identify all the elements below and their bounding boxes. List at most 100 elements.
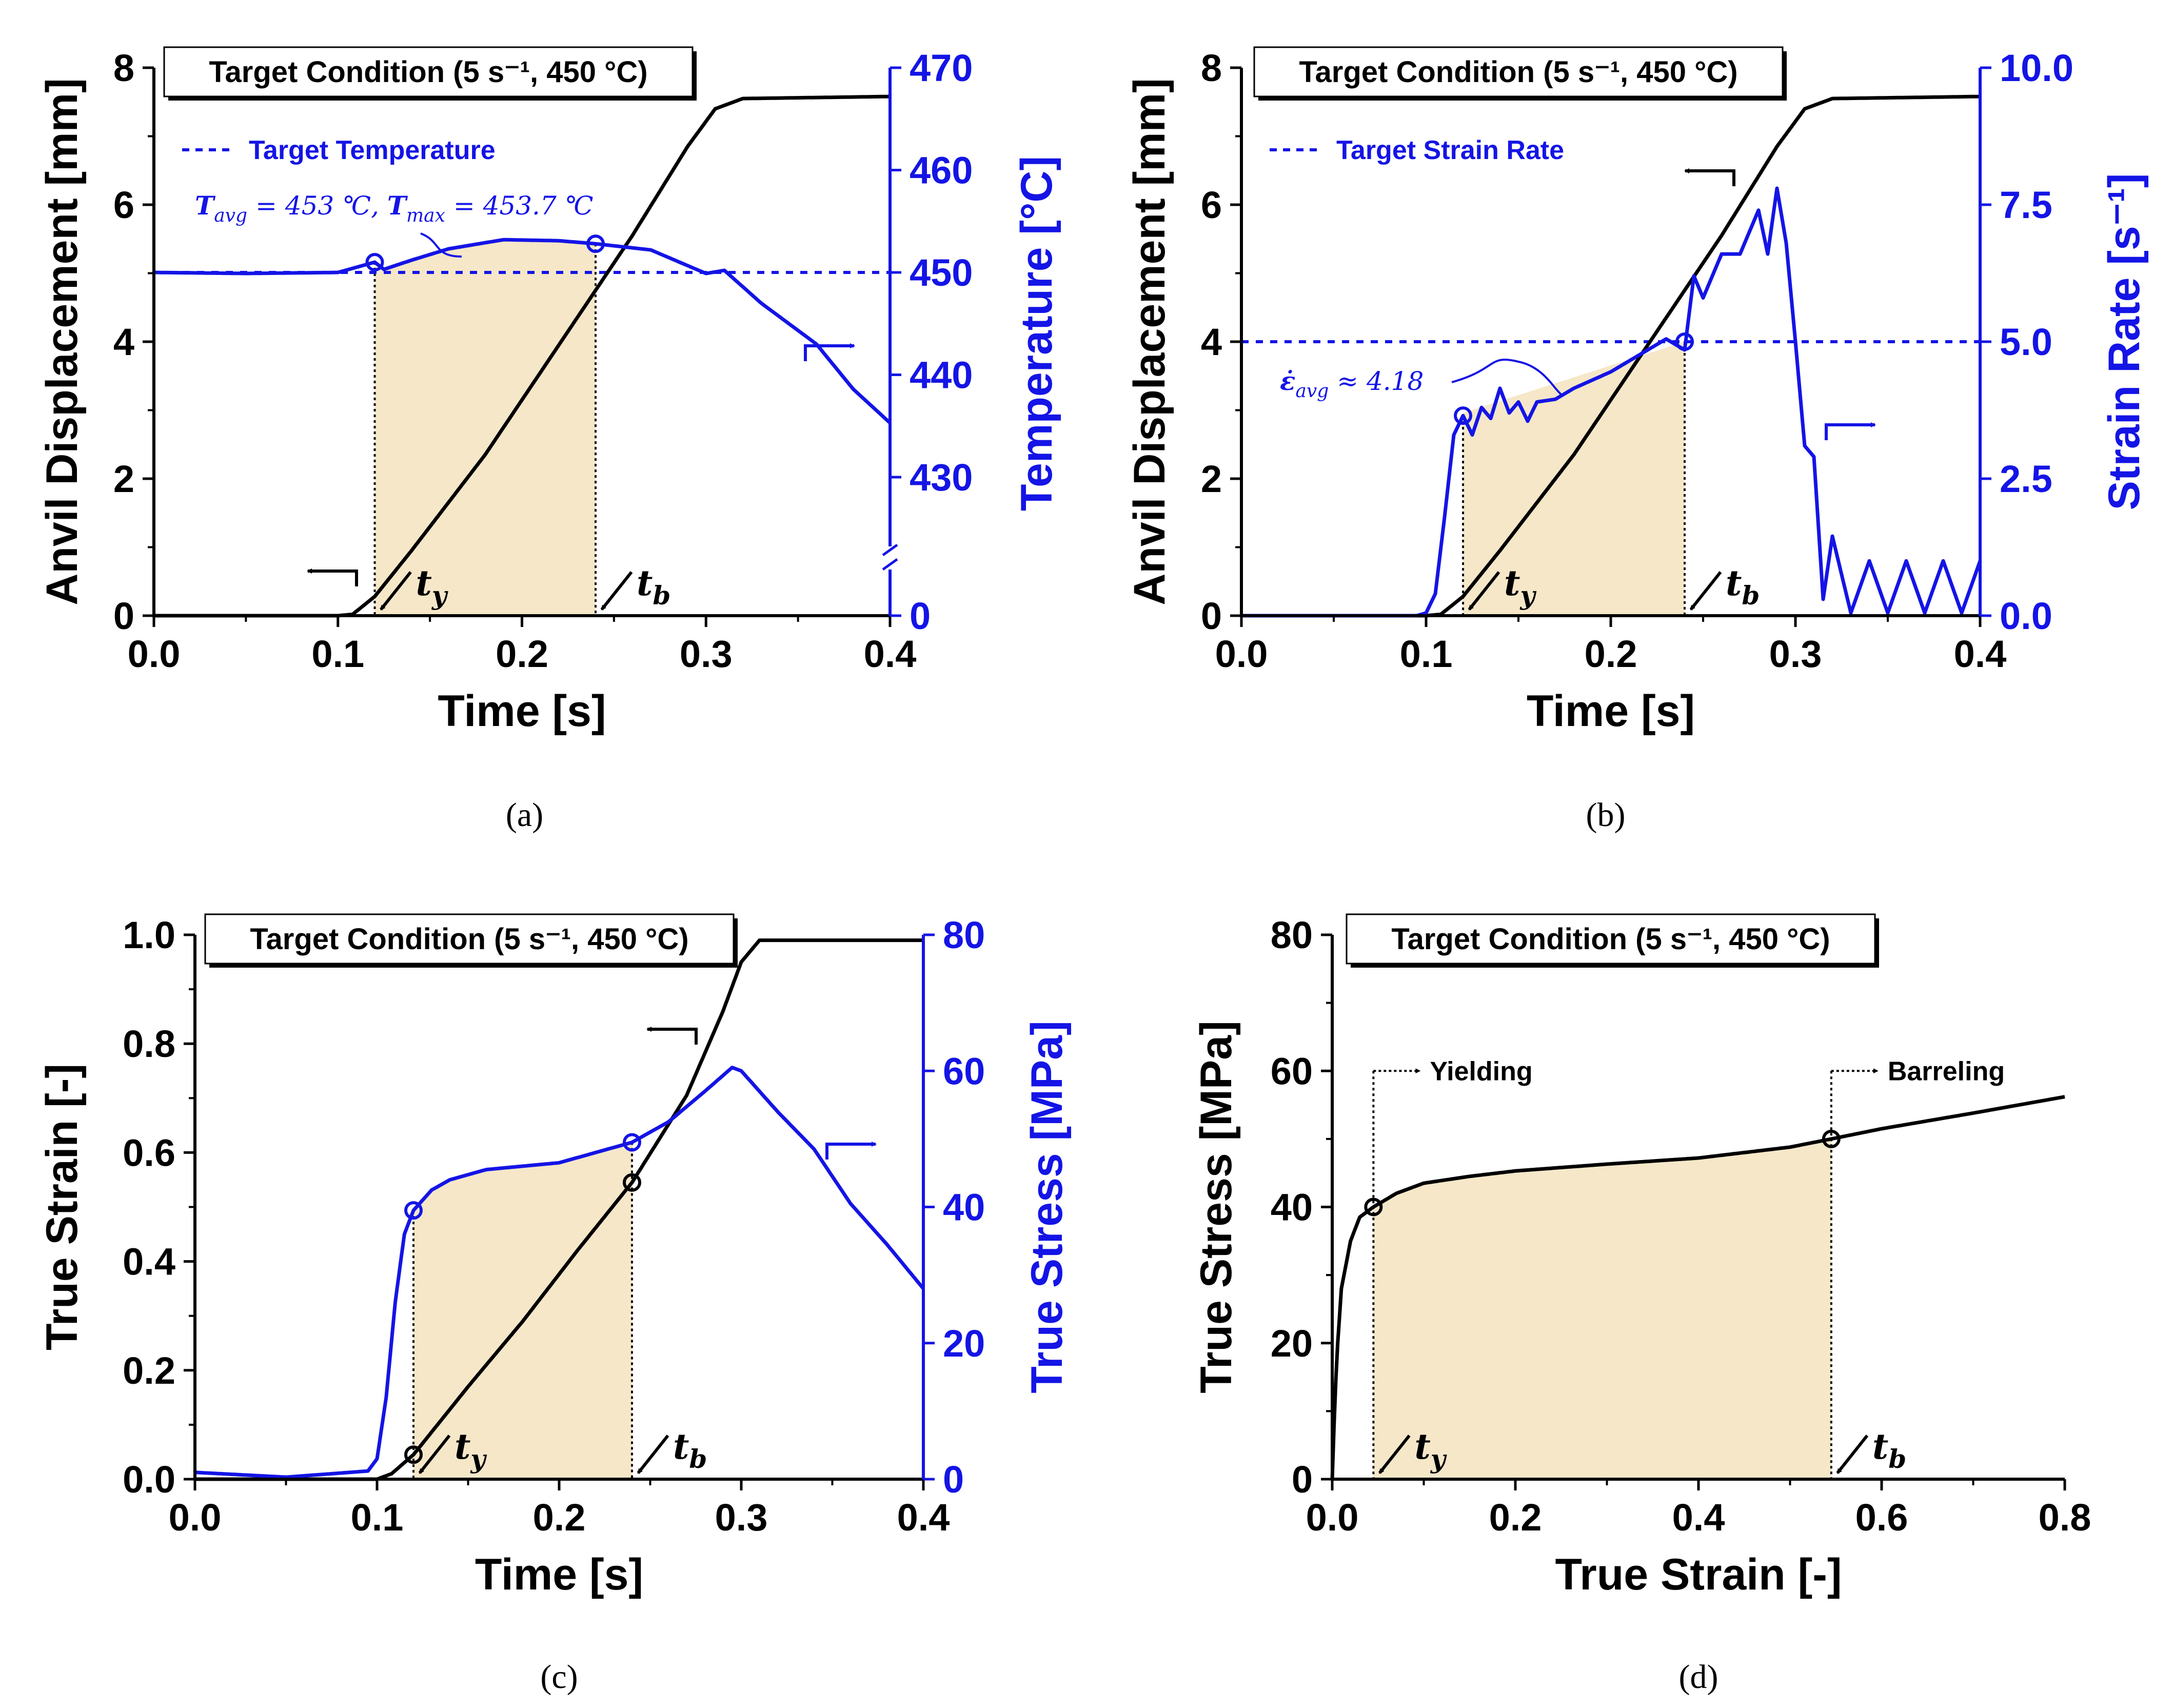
tb-label: tb: [1872, 1426, 1906, 1474]
title-text: Target Condition (5 s⁻¹, 450 °C): [1391, 922, 1830, 956]
annotation-leader: [420, 232, 462, 258]
panel-a: 0.0 0.1 0.2 0.3 0.4024680430440450460470Time…: [37, 46, 1061, 834]
panel-caption: (b): [1586, 796, 1626, 834]
x-tick-label: 0.0: [169, 1496, 222, 1539]
annotation-t1: T: [195, 190, 216, 221]
shaded-area: [1373, 1138, 1831, 1479]
x-axis-label: True Strain [-]: [1555, 1550, 1842, 1599]
y2-axis-label: True Stress [MPa]: [1022, 1020, 1072, 1393]
tb-sub: b: [1742, 580, 1760, 611]
title-box: [1253, 46, 1784, 97]
annotation-text: Tavg = 453 ℃, Tmax = 453.7 ℃: [195, 190, 594, 226]
ty-label: ty: [1504, 563, 1536, 611]
y-axis-label: Anvil Displacement [mm]: [37, 78, 87, 605]
y-axis-label: True Stress [MPa]: [1192, 1020, 1241, 1393]
y2-tick-label: 2.5: [2000, 458, 2052, 500]
y2-tick-label: 0.0: [2000, 595, 2052, 637]
y-tick-label: 20: [1271, 1322, 1313, 1365]
ty-arrow: [1468, 571, 1500, 611]
annotation-v2: = 453.7 ℃: [445, 191, 594, 221]
x-tick-label: 0.3: [680, 633, 733, 675]
axis-break-mark: [882, 558, 898, 571]
annotation-t2: T: [387, 190, 408, 221]
annotation-s1: avg: [1295, 381, 1329, 402]
tb-label: tb: [1726, 563, 1760, 611]
ty-marker: [365, 253, 384, 272]
y-tick-label: 80: [1271, 914, 1313, 956]
y2-tick-label: 450: [910, 251, 973, 294]
annotation-v1: ≈ 4.18: [1329, 366, 1424, 396]
x-tick-label: 0.0: [128, 633, 181, 675]
tb-sub: b: [1888, 1444, 1906, 1474]
series-line-1: [154, 238, 892, 424]
left-axis-arrow: [646, 1027, 698, 1045]
tb-main: t: [637, 563, 653, 604]
x-tick-label: 0.2: [533, 1496, 586, 1539]
shaded-region: [1373, 1138, 1831, 1479]
shaded-region: [374, 240, 596, 616]
yielding-label: Yielding: [1430, 1056, 1532, 1086]
x-tick-label: 0.2: [496, 633, 548, 675]
x-tick-label: 0.3: [715, 1496, 768, 1539]
y-tick-label: 0: [113, 595, 134, 637]
left-axis-arrow: [307, 568, 358, 586]
legend-label: Target Temperature: [249, 135, 496, 165]
ty-marker-stress: [404, 1201, 423, 1220]
title-box: [1346, 913, 1876, 965]
axis-break-mark: [882, 543, 898, 557]
x-axis-label: Time [s]: [1527, 686, 1695, 736]
y-tick-label: 8: [113, 47, 134, 89]
shaded-area: [1463, 342, 1685, 616]
y2-tick-label: 40: [943, 1186, 985, 1229]
tb-marker-stress: [623, 1133, 641, 1152]
y2-axis-label: Strain Rate [s⁻¹]: [2100, 173, 2149, 510]
title-text: Target Condition (5 s⁻¹, 450 °C): [209, 55, 647, 89]
ty-label: ty: [416, 563, 448, 611]
tb-label: tb: [637, 563, 670, 611]
ty-arrow: [1378, 1435, 1411, 1474]
y2-tick-label: 5.0: [2000, 321, 2052, 363]
shaded-area: [413, 1142, 632, 1479]
title-box: [163, 46, 694, 97]
ty-main: t: [416, 563, 432, 604]
ty-main: t: [1504, 563, 1520, 604]
x-axis-label: Time [s]: [475, 1550, 643, 1599]
x-tick-label: 0.4: [897, 1496, 950, 1539]
y2-tick-label: 460: [910, 149, 973, 192]
y-tick-label: 0.6: [123, 1131, 175, 1174]
ty-marker: [1364, 1197, 1383, 1216]
series-line-0: [1330, 1095, 2065, 1480]
y-tick-label: 6: [113, 184, 134, 226]
tb-main: t: [1872, 1426, 1888, 1467]
x-tick-label: 0.6: [1855, 1496, 1908, 1539]
y2-tick-label: 10.0: [2000, 47, 2073, 89]
ty-sub: y: [431, 580, 448, 611]
x-tick-label: 0.4: [1672, 1496, 1725, 1539]
y-tick-label: 2: [113, 458, 134, 500]
annotation-leader: [1451, 359, 1563, 396]
ty-label: ty: [1414, 1426, 1447, 1474]
tb-main: t: [1726, 563, 1742, 604]
tb-marker: [1822, 1129, 1841, 1148]
y2-tick-label: 440: [910, 354, 973, 397]
ty-main: t: [455, 1426, 470, 1467]
tb-arrow: [600, 571, 633, 611]
y-axis-label: True Strain [-]: [37, 1064, 87, 1350]
panel-c: 0.0 0.1 0.2 0.3 0.4 0.0 0.2 0.4 0.6 0.8 1.0 0 20 40 60…: [37, 913, 1072, 1696]
y-tick-label: 0: [1201, 595, 1222, 637]
annotation-text: ε̇avg ≈ 4.18: [1280, 366, 1424, 402]
ty-sub: y: [1519, 580, 1536, 611]
x-tick-label: 0.3: [1769, 633, 1822, 675]
x-tick-label: 0.2: [1489, 1496, 1542, 1539]
y-tick-label: 40: [1271, 1186, 1313, 1229]
y-tick-label: 8: [1201, 47, 1222, 89]
x-tick-label: 0.0: [1306, 1496, 1359, 1539]
ty-arrow: [380, 571, 412, 611]
shaded-region: [413, 1142, 632, 1479]
shaded-region: [1463, 342, 1685, 616]
ty-label: ty: [455, 1426, 487, 1474]
tb-arrow: [637, 1435, 669, 1474]
tb-main: t: [673, 1426, 689, 1467]
